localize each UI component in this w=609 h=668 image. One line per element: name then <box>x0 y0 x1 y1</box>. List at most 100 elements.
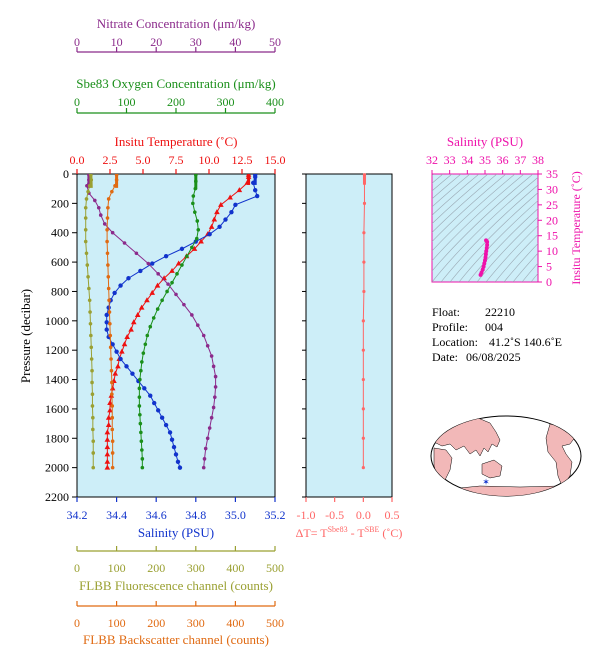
salinity-point <box>223 217 227 221</box>
fluorescence-tick-label: 100 <box>108 561 126 575</box>
salinity-point <box>130 371 134 375</box>
delta-tick-label: -1.0 <box>297 508 316 522</box>
pressure-tick-label: 2000 <box>45 461 69 475</box>
oxygen-point <box>192 194 196 198</box>
temperature-tick-label: 2.5 <box>103 153 118 167</box>
backscatter-point <box>107 197 111 201</box>
oxygen-point <box>195 237 199 241</box>
oxygen-point <box>144 343 148 347</box>
fluorescence-point <box>85 251 89 255</box>
pressure-tick-label: 1600 <box>45 402 69 416</box>
fluorescence-point <box>89 322 93 326</box>
backscatter-point <box>106 206 110 210</box>
fluorescence-point <box>84 216 88 220</box>
salinity-tick-label: 34.8 <box>185 508 206 522</box>
backscatter-point <box>110 404 114 408</box>
ts-point <box>484 238 488 242</box>
oxygen-tick-label: 200 <box>167 95 185 109</box>
ts-salinity-tick-label: 32 <box>426 153 438 167</box>
oxygen-point <box>142 351 146 355</box>
oxygen-point <box>140 360 144 364</box>
oxygen-point <box>191 202 195 206</box>
backscatter-point <box>108 310 112 314</box>
nitrate-point <box>135 251 139 255</box>
backscatter-point <box>106 275 110 279</box>
delta-plot-area <box>306 174 392 497</box>
nitrate-point <box>146 262 150 266</box>
salinity-tick-label: 34.2 <box>67 508 88 522</box>
backscatter-point <box>110 369 114 373</box>
salinity-point <box>168 430 172 434</box>
oxygen-axis-title: Sbe83 Oxygen Concentration (μm/kg) <box>76 76 275 91</box>
fluorescence-tick-label: 400 <box>226 561 244 575</box>
nitrate-point <box>174 293 178 297</box>
oxygen-point <box>165 290 169 294</box>
nitrate-point <box>166 282 170 286</box>
nitrate-tick-label: 50 <box>269 35 281 49</box>
pressure-tick-label: 600 <box>51 255 69 269</box>
salinity-point <box>124 364 128 368</box>
backscatter-point <box>108 322 112 326</box>
backscatter-point <box>105 240 109 244</box>
oxygen-point <box>170 281 174 285</box>
oxygen-tick-label: 100 <box>118 95 136 109</box>
oxygen-point <box>195 219 199 223</box>
profile-label: Profile: <box>432 320 468 334</box>
nitrate-axis-title: Nitrate Concentration (μm/kg) <box>97 16 256 31</box>
nitrate-point <box>206 436 210 440</box>
nitrate-point <box>213 395 217 399</box>
ts-temperature-tick-label: 20 <box>546 213 558 227</box>
fluorescence-point <box>90 381 94 385</box>
nitrate-point <box>196 323 200 327</box>
oxygen-point <box>196 228 200 232</box>
nitrate-tick-label: 10 <box>111 35 123 49</box>
delta-tick-label: -0.5 <box>325 508 344 522</box>
temperature-tick-label: 7.5 <box>169 153 184 167</box>
temperature-axis-title: Insitu Temperature (˚C) <box>114 134 237 149</box>
backscatter-point <box>106 251 110 255</box>
pressure-tick-label: 1000 <box>45 314 69 328</box>
nitrate-point <box>206 344 210 348</box>
ts-temperature-tick-label: 15 <box>546 229 558 243</box>
oxygen-point <box>140 439 144 443</box>
ts-temperature-title: Insitu Temperature (˚C) <box>569 171 583 285</box>
ts-salinity-title: Salinity (PSU) <box>447 134 523 149</box>
float-label: Float: <box>432 305 460 319</box>
fluorescence-point <box>88 310 92 314</box>
backscatter-axis-title: FLBB Backscatter channel (counts) <box>83 632 269 647</box>
backscatter-tick-label: 0 <box>74 616 80 630</box>
backscatter-point <box>110 416 114 420</box>
backscatter-point <box>110 190 114 194</box>
oxygen-point <box>138 413 142 417</box>
salinity-point <box>112 291 116 295</box>
fluorescence-tick-label: 300 <box>187 561 205 575</box>
salinity-point <box>114 349 118 353</box>
delta-point <box>362 407 365 410</box>
oxygen-point <box>141 457 145 461</box>
oxygen-point <box>145 334 149 338</box>
nitrate-point <box>203 457 207 461</box>
ts-salinity-tick-label: 33 <box>444 153 456 167</box>
temperature-tick-label: 0.0 <box>70 153 85 167</box>
fluorescence-point <box>91 404 95 408</box>
ts-salinity-tick-label: 37 <box>514 153 526 167</box>
salinity-point <box>164 423 168 427</box>
salinity-point <box>118 283 122 287</box>
world-map: ✶ <box>431 416 581 498</box>
fluorescence-point <box>91 451 95 455</box>
oxygen-point <box>139 431 143 435</box>
temperature-tick-label: 10.0 <box>199 153 220 167</box>
oxygen-point <box>139 369 143 373</box>
nitrate-point <box>182 303 186 307</box>
delta-point <box>362 349 365 352</box>
salinity-point <box>253 188 257 192</box>
nitrate-tick-label: 0 <box>74 35 80 49</box>
salinity-point <box>180 247 184 251</box>
salinity-tick-label: 34.6 <box>146 508 167 522</box>
oxygen-point <box>148 325 152 329</box>
ts-temperature-tick-label: 25 <box>546 198 558 212</box>
oxygen-point <box>141 466 145 470</box>
delta-axis-title: ΔT= TSbe83 - TSBE (˚C) <box>296 525 403 540</box>
ts-temperature-tick-label: 5 <box>546 260 552 274</box>
fluorescence-point <box>90 357 94 361</box>
